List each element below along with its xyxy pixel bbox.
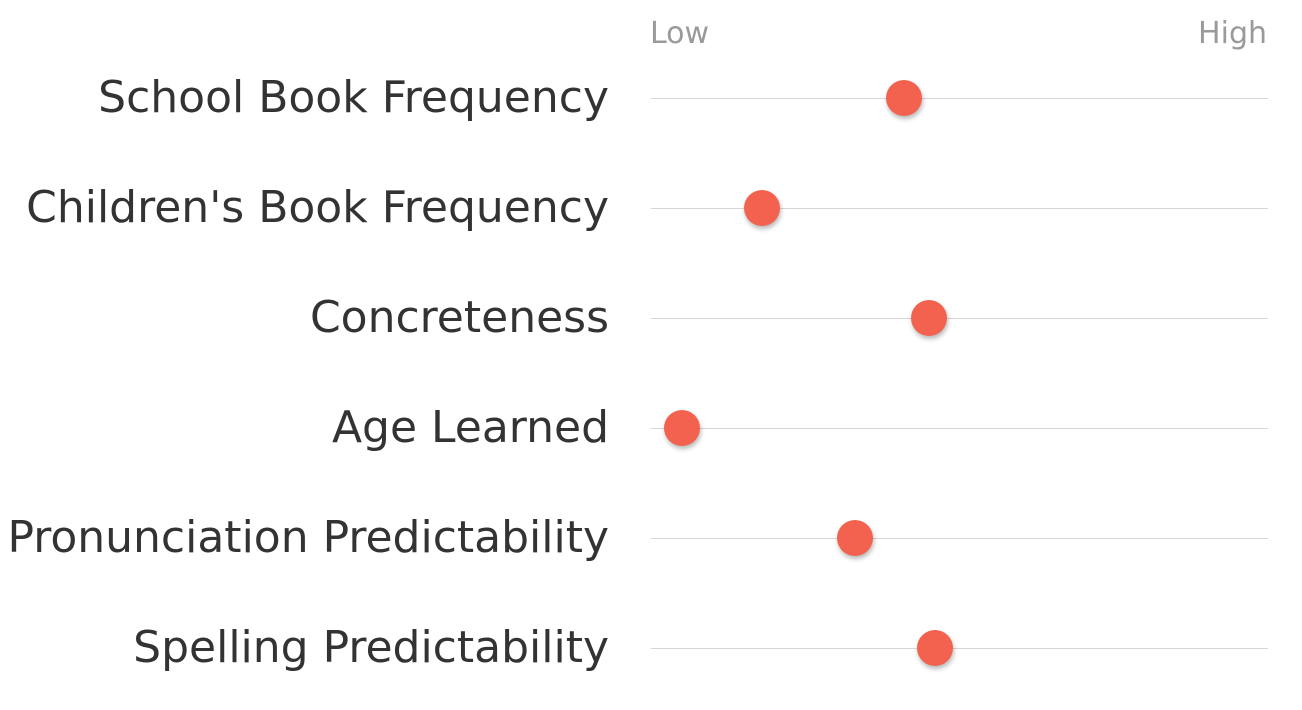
- row-gridline: [651, 428, 1268, 429]
- row-gridline: [651, 648, 1268, 649]
- data-point: [744, 190, 781, 226]
- data-point: [916, 630, 953, 666]
- row-gridline: [651, 538, 1268, 539]
- category-label: Age Learned: [331, 402, 609, 453]
- row-gridline: [651, 98, 1268, 99]
- data-point: [885, 80, 922, 116]
- data-point: [910, 300, 947, 336]
- row-gridline: [651, 208, 1268, 209]
- row-gridline: [651, 318, 1268, 319]
- scale-low-label: Low: [650, 16, 710, 51]
- category-label: Children's Book Frequency: [26, 182, 609, 233]
- scale-high-label: High: [1198, 16, 1267, 51]
- data-point: [663, 410, 700, 446]
- data-point: [836, 520, 873, 556]
- category-label: Pronunciation Predictability: [7, 512, 609, 563]
- category-label: Concreteness: [309, 292, 609, 343]
- category-label: Spelling Predictability: [133, 622, 609, 673]
- category-label: School Book Frequency: [98, 72, 609, 123]
